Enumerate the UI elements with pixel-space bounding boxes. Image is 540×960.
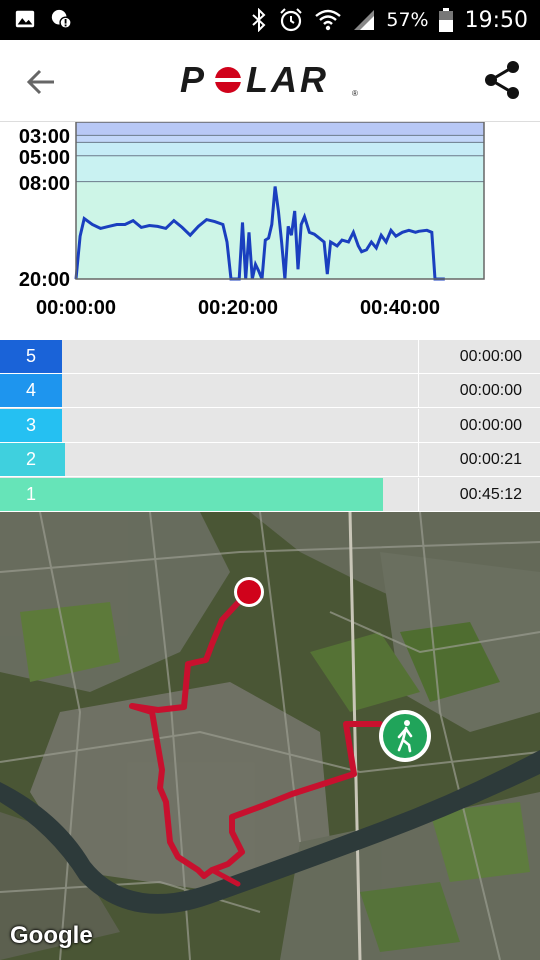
gallery-icon: [15, 10, 35, 28]
zone-separator: [418, 374, 419, 408]
map-river: [0, 750, 540, 914]
zone-separator: [418, 408, 419, 442]
x-tick-label: 00:00:00: [36, 297, 116, 319]
zone-time: 00:00:00: [459, 348, 522, 365]
svg-text:®: ®: [352, 89, 358, 98]
location-alert-icon: [51, 9, 72, 29]
chart-zone-band: [76, 142, 484, 156]
zone-row: 1 00:45:12: [0, 477, 540, 512]
zone-separator: [418, 340, 419, 373]
bluetooth-icon: [252, 8, 266, 32]
status-bar: 57% 19:50: [0, 0, 540, 40]
y-tick-label: 03:00: [19, 126, 70, 148]
chart-zone-band: [76, 122, 484, 136]
zone-number: 5: [0, 340, 62, 373]
zone-bar: [0, 477, 383, 511]
y-tick-label: 08:00: [19, 173, 70, 195]
app-bar: P LAR ®: [0, 40, 540, 122]
zone-time: 00:00:00: [459, 382, 522, 400]
battery-icon: [438, 8, 453, 32]
share-icon[interactable]: [480, 58, 524, 102]
signal-icon: [354, 10, 375, 30]
zone-row: 3 00:00:00: [0, 408, 540, 443]
wifi-icon: [315, 9, 342, 31]
route-end-marker[interactable]: [234, 577, 264, 607]
zone-time: 00:00:00: [459, 416, 522, 434]
route-start-marker[interactable]: [379, 710, 431, 762]
y-tick-label: 20:00: [19, 269, 70, 291]
svg-text:P: P: [180, 60, 207, 100]
route-spur: [209, 867, 241, 887]
alarm-icon: [280, 8, 303, 32]
chart-zone-band: [76, 135, 484, 143]
clock: 19:50: [464, 7, 528, 33]
chart-zone-band: [76, 155, 484, 182]
zone-number: 2: [0, 443, 62, 477]
zone-time: 00:00:21: [459, 451, 522, 469]
zone-time: 00:45:12: [459, 485, 522, 503]
pace-chart: 03:00 05:00 08:00 20:00 00:00:00 00:20:00 00:…: [0, 122, 540, 340]
zone-separator: [418, 477, 419, 511]
route-map[interactable]: Google: [0, 512, 540, 960]
x-tick-label: 00:20:00: [198, 297, 278, 319]
zone-separator: [418, 443, 419, 477]
battery-percent: 57%: [386, 9, 429, 31]
zone-number: 4: [0, 374, 62, 408]
x-tick-label: 00:40:00: [360, 297, 440, 319]
map-svg: [0, 512, 540, 960]
zone-number: 1: [0, 477, 62, 511]
zone-row: 4 00:00:00: [0, 374, 540, 409]
walking-icon: [397, 720, 413, 753]
route-path: [129, 589, 383, 879]
pace-series-line: [74, 186, 445, 281]
zone-number: 3: [0, 408, 62, 442]
polar-logo: P LAR ®: [180, 60, 358, 100]
map-urban-areas: [0, 512, 540, 960]
zone-row: 2 00:00:21: [0, 443, 540, 478]
map-green-fields: [20, 602, 530, 952]
google-attribution: Google: [10, 922, 93, 949]
y-tick-label: 05:00: [19, 147, 70, 169]
map-railway: [348, 512, 362, 960]
map-streets: [0, 512, 540, 960]
zone-row: 5 00:00:00: [0, 340, 540, 374]
zones-table: 5 00:00:00 4 00:00:00 3 00:00:00 2 00:00:21 1 00:…: [0, 340, 540, 512]
svg-text:LAR: LAR: [246, 60, 329, 100]
back-arrow-icon[interactable]: [22, 62, 62, 102]
